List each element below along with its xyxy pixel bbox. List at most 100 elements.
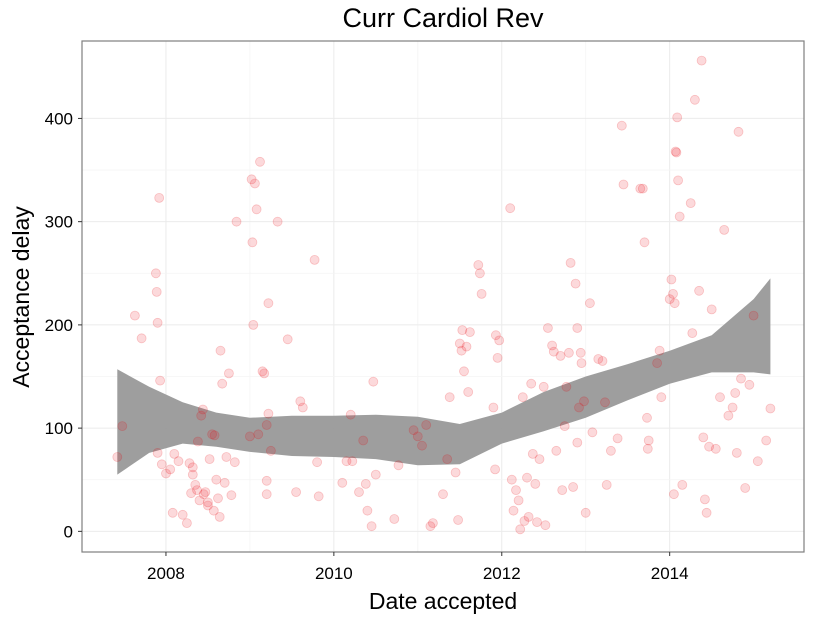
data-point — [181, 518, 192, 528]
data-point — [421, 420, 432, 430]
data-point — [508, 505, 519, 516]
data-point — [616, 120, 627, 131]
data-point — [642, 412, 652, 423]
data-point — [694, 285, 704, 296]
data-point — [370, 469, 381, 480]
data-point — [194, 495, 205, 506]
data-point — [207, 429, 218, 440]
data-point — [459, 366, 469, 377]
data-point — [494, 335, 505, 346]
data-point — [282, 334, 293, 345]
data-point — [427, 518, 438, 528]
data-point — [600, 397, 610, 408]
data-point — [551, 445, 562, 456]
data-point — [229, 457, 240, 468]
x-axis-title: Date accepted — [369, 588, 517, 614]
data-point — [672, 112, 683, 123]
data-point — [354, 487, 364, 498]
data-point — [202, 497, 213, 508]
data-point — [526, 378, 537, 389]
data-point — [511, 485, 521, 496]
data-point — [444, 392, 455, 403]
data-point — [488, 402, 499, 413]
data-point — [156, 459, 167, 470]
data-point — [341, 456, 352, 467]
data-point — [733, 126, 744, 137]
data-point — [666, 274, 677, 285]
data-point — [173, 456, 184, 467]
data-point — [393, 460, 404, 471]
data-point — [214, 512, 225, 522]
data-point — [263, 298, 274, 309]
data-point — [730, 388, 741, 398]
data-point — [345, 409, 356, 420]
data-point — [368, 376, 379, 387]
data-point — [202, 500, 213, 511]
data-point — [685, 198, 696, 209]
chart-title: Curr Cardiol Rev — [342, 3, 544, 33]
data-point — [251, 204, 262, 215]
data-point — [215, 345, 226, 356]
data-point — [211, 474, 222, 485]
data-point — [438, 489, 448, 500]
data-point — [231, 216, 242, 227]
data-point — [618, 179, 629, 190]
data-point — [559, 421, 570, 432]
data-point — [654, 345, 665, 356]
y-tick-label: 300 — [45, 213, 73, 232]
data-point — [366, 521, 377, 532]
data-point — [161, 468, 171, 479]
data-point — [700, 494, 710, 505]
data-point — [272, 216, 283, 227]
data-point — [761, 435, 772, 446]
y-tick-label: 400 — [45, 109, 73, 128]
data-point — [736, 373, 746, 384]
data-point — [200, 487, 211, 498]
data-point — [643, 435, 654, 446]
data-point — [748, 310, 759, 321]
data-point — [637, 183, 648, 194]
data-point — [527, 448, 538, 459]
data-point — [295, 396, 306, 407]
data-point — [187, 462, 198, 473]
data-point — [548, 346, 559, 357]
data-point — [246, 174, 257, 185]
data-point — [635, 183, 646, 194]
data-point — [579, 396, 589, 407]
data-point — [519, 516, 530, 526]
data-point — [192, 485, 202, 496]
data-point — [652, 358, 662, 369]
data-point — [150, 268, 161, 279]
data-point — [463, 387, 474, 397]
data-point — [309, 254, 320, 265]
data-point — [117, 421, 128, 432]
data-point — [244, 431, 255, 442]
data-point — [597, 356, 608, 366]
data-point — [473, 260, 484, 270]
data-point — [450, 467, 461, 478]
data-point — [505, 203, 516, 214]
data-point — [698, 432, 709, 443]
data-point — [572, 437, 583, 448]
data-point — [457, 325, 468, 336]
data-point — [719, 224, 730, 235]
data-point — [765, 403, 776, 414]
data-point — [213, 493, 223, 504]
data-point — [129, 310, 140, 321]
data-point — [347, 456, 358, 467]
data-point — [177, 509, 188, 520]
data-point — [360, 478, 371, 489]
data-point — [538, 381, 549, 392]
data-point — [184, 458, 195, 469]
data-point — [197, 404, 208, 415]
confidence-band-area — [117, 278, 771, 475]
data-point — [601, 479, 612, 490]
data-point — [723, 410, 734, 421]
data-point — [190, 479, 201, 490]
data-point — [668, 288, 678, 299]
data-point — [673, 175, 683, 186]
data-point — [297, 402, 308, 413]
data-point — [223, 368, 234, 379]
data-point — [687, 328, 698, 339]
data-point — [263, 408, 274, 419]
